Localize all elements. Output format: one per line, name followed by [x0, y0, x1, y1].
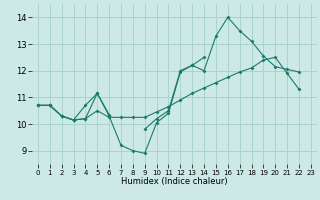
X-axis label: Humidex (Indice chaleur): Humidex (Indice chaleur)	[121, 177, 228, 186]
